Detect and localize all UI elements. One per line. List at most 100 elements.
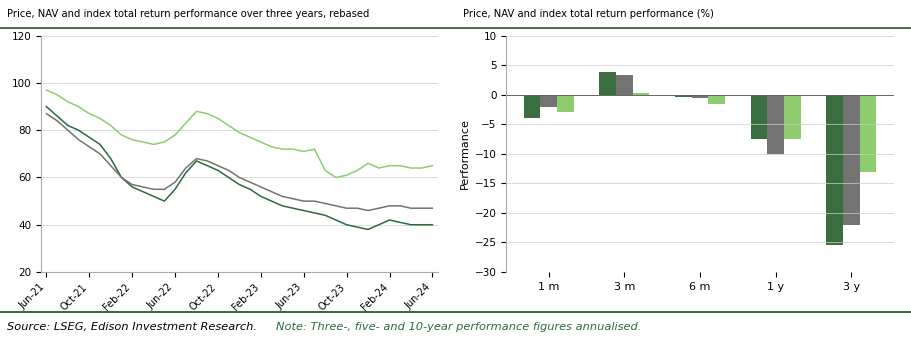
BGCG Equity <box>201 164 212 168</box>
BGCG NAV <box>330 204 341 208</box>
BGCG NAV <box>405 206 416 210</box>
Bar <box>632 93 649 95</box>
Bar <box>842 95 858 225</box>
BGCG NAV <box>159 187 169 191</box>
MSCI China All Shares <box>352 168 363 172</box>
BGCG NAV <box>244 180 255 184</box>
MSCI China All Shares <box>159 140 169 144</box>
MSCI China All Shares <box>394 164 405 168</box>
MSCI China All Shares <box>426 164 437 168</box>
BGCG NAV <box>116 175 127 180</box>
BGCG NAV <box>255 185 266 189</box>
BGCG Equity <box>84 135 95 139</box>
BGCG Equity <box>426 223 437 227</box>
BGCG Equity <box>190 159 201 163</box>
MSCI China All Shares <box>95 116 106 120</box>
BGCG Equity <box>298 208 309 212</box>
BGCG Equity <box>255 194 266 199</box>
BGCG NAV <box>95 152 106 156</box>
BGCG Equity <box>180 171 191 175</box>
BGCG NAV <box>73 138 84 142</box>
BGCG NAV <box>41 112 52 116</box>
MSCI China All Shares <box>180 121 191 125</box>
BGCG Equity <box>287 206 298 210</box>
BGCG Equity <box>233 183 244 187</box>
MSCI China All Shares <box>73 105 84 109</box>
MSCI China All Shares <box>363 161 374 165</box>
BGCG Equity <box>363 227 374 232</box>
BGCG Equity <box>138 190 148 194</box>
MSCI China All Shares <box>330 175 341 180</box>
MSCI China All Shares <box>384 164 394 168</box>
BGCG NAV <box>320 201 331 205</box>
MSCI China All Shares <box>127 138 138 142</box>
BGCG NAV <box>105 164 116 168</box>
MSCI China All Shares <box>116 133 127 137</box>
Bar <box>615 75 632 95</box>
BGCG Equity <box>212 168 223 172</box>
MSCI China All Shares <box>41 88 52 92</box>
MSCI China All Shares <box>266 145 277 149</box>
MSCI China All Shares <box>138 140 148 144</box>
BGCG NAV <box>426 206 437 210</box>
BGCG Equity <box>394 220 405 224</box>
MSCI China All Shares <box>84 112 95 116</box>
MSCI China All Shares <box>341 173 352 177</box>
MSCI China All Shares <box>233 131 244 135</box>
MSCI China All Shares <box>309 147 320 151</box>
BGCG NAV <box>169 180 180 184</box>
BGCG Equity <box>341 223 352 227</box>
MSCI China All Shares <box>169 133 180 137</box>
BGCG Equity <box>148 194 159 199</box>
Bar <box>858 95 875 172</box>
Bar <box>599 72 615 95</box>
BGCG NAV <box>394 204 405 208</box>
BGCG NAV <box>180 166 191 170</box>
BGCG NAV <box>148 187 159 191</box>
BGCG Equity <box>384 218 394 222</box>
MSCI China All Shares <box>190 109 201 113</box>
BGCG Equity <box>127 185 138 189</box>
BGCG Equity <box>277 204 288 208</box>
BGCG Equity <box>373 223 384 227</box>
BGCG Equity <box>223 175 234 180</box>
Bar <box>750 95 766 139</box>
MSCI China All Shares <box>255 140 266 144</box>
BGCG NAV <box>309 199 320 203</box>
BGCG NAV <box>201 159 212 163</box>
BGCG Equity <box>41 105 52 109</box>
BGCG NAV <box>373 206 384 210</box>
BGCG Equity <box>169 187 180 191</box>
MSCI China All Shares <box>105 123 116 128</box>
Bar <box>783 95 800 139</box>
MSCI China All Shares <box>52 93 63 97</box>
Text: Note: Three-, five- and 10-year performance figures annualised.: Note: Three-, five- and 10-year performa… <box>276 322 641 332</box>
MSCI China All Shares <box>415 166 426 170</box>
Bar <box>523 95 540 118</box>
MSCI China All Shares <box>405 166 416 170</box>
Text: Price, NAV and index total return performance over three years, rebased: Price, NAV and index total return perfor… <box>7 9 369 19</box>
BGCG Equity <box>73 128 84 132</box>
BGCG NAV <box>84 145 95 149</box>
BGCG NAV <box>52 119 63 123</box>
BGCG Equity <box>62 123 73 128</box>
BGCG Equity <box>244 187 255 191</box>
BGCG Equity <box>159 199 169 203</box>
BGCG NAV <box>233 175 244 180</box>
Text: Price, NAV and index total return performance (%): Price, NAV and index total return perfor… <box>463 9 713 19</box>
MSCI China All Shares <box>201 112 212 116</box>
Bar <box>540 95 557 106</box>
BGCG Equity <box>405 223 416 227</box>
BGCG Equity <box>266 199 277 203</box>
BGCG Equity <box>320 213 331 217</box>
Y-axis label: Performance: Performance <box>460 118 470 189</box>
BGCG NAV <box>266 190 277 194</box>
Bar <box>708 95 724 104</box>
BGCG NAV <box>212 164 223 168</box>
BGCG Equity <box>105 156 116 160</box>
BGCG Equity <box>52 114 63 118</box>
MSCI China All Shares <box>373 166 384 170</box>
MSCI China All Shares <box>320 168 331 172</box>
Text: Source: LSEG, Edison Investment Research.: Source: LSEG, Edison Investment Research… <box>7 322 261 332</box>
Bar <box>674 95 691 97</box>
